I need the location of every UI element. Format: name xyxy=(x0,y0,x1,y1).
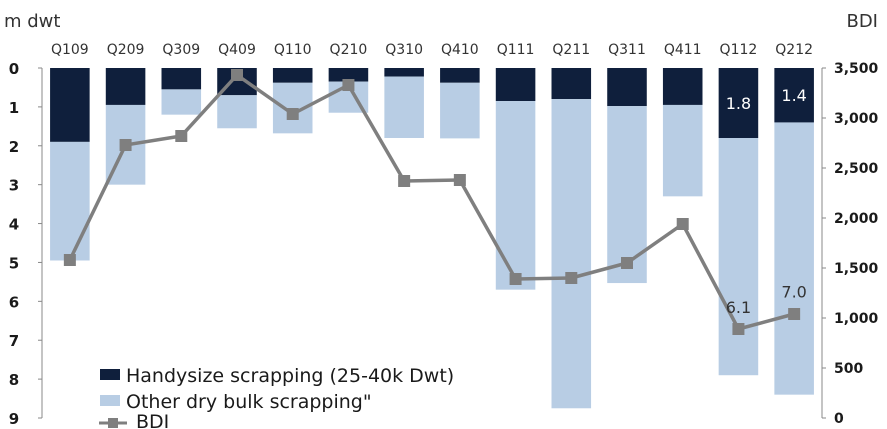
category-label: Q212 xyxy=(775,42,813,58)
bdi-point-Q211 xyxy=(565,272,578,284)
bar-other-Q111 xyxy=(495,101,536,290)
category-label: Q209 xyxy=(107,42,145,58)
category-label: Q309 xyxy=(162,42,200,58)
left-axis-tick-label: 7 xyxy=(9,332,19,350)
data-label: 1.8 xyxy=(726,94,751,113)
bar-other-Q310 xyxy=(384,76,424,138)
bar-handysize-Q410 xyxy=(440,68,480,83)
bar-handysize-Q111 xyxy=(495,68,536,102)
legend-label-handysize: Handysize scrapping (25-40k Dwt) xyxy=(126,365,454,387)
category-label: Q112 xyxy=(720,42,758,58)
legend-label-bdi: BDI xyxy=(136,411,169,429)
category-label: Q111 xyxy=(497,42,535,58)
bdi-point-Q309 xyxy=(175,130,188,142)
bar-other-Q109 xyxy=(50,141,90,261)
bar-other-Q212 xyxy=(774,122,814,395)
right-axis-tick-label: 1,000 xyxy=(834,311,879,327)
bar-handysize-Q112 xyxy=(718,68,759,138)
left-axis-tick-label: 5 xyxy=(9,254,19,272)
left-axis-tick-label: 6 xyxy=(9,293,19,311)
category-label: Q411 xyxy=(664,42,702,58)
category-label: Q410 xyxy=(441,42,479,58)
left-axis-tick-label: 1 xyxy=(9,99,19,117)
bar-handysize-Q109 xyxy=(50,68,90,142)
category-label: Q110 xyxy=(274,42,312,58)
bar-handysize-Q212 xyxy=(774,68,814,123)
bdi-point-Q210 xyxy=(342,79,355,91)
bar-handysize-Q311 xyxy=(607,68,647,107)
left-axis-tick-label: 2 xyxy=(9,138,19,156)
bdi-point-Q109 xyxy=(63,254,76,266)
legend-label-other: Other dry bulk scrapping" xyxy=(126,391,372,413)
category-label: Q409 xyxy=(218,42,256,58)
bdi-point-Q311 xyxy=(621,257,633,269)
right-axis-tick-label: 1,500 xyxy=(834,261,879,277)
bar-other-Q409 xyxy=(217,95,257,129)
data-label: 6.1 xyxy=(726,298,751,317)
bdi-point-Q111 xyxy=(509,273,522,285)
category-label: Q211 xyxy=(552,42,590,58)
bar-handysize-Q309 xyxy=(161,68,202,90)
category-label: Q109 xyxy=(51,42,89,58)
legend-swatch-other xyxy=(100,395,120,406)
left-axis-tick-label: 4 xyxy=(9,216,19,234)
category-label: Q310 xyxy=(385,42,423,58)
left-axis-tick-label: 0 xyxy=(9,60,19,78)
bar-other-Q311 xyxy=(607,106,647,284)
bar-handysize-Q211 xyxy=(551,68,592,100)
right-axis-tick-label: 2,500 xyxy=(834,161,879,177)
category-label: Q210 xyxy=(330,42,368,58)
left-axis-unit-label: m dwt xyxy=(4,11,60,32)
left-axis-tick-label: 9 xyxy=(9,410,19,428)
data-label: 1.4 xyxy=(781,86,806,105)
bdi-point-Q411 xyxy=(676,218,689,230)
bdi-point-Q110 xyxy=(286,108,299,120)
bdi-line xyxy=(68,73,795,331)
bar-other-Q410 xyxy=(440,82,480,139)
left-axis-tick-label: 8 xyxy=(9,371,19,389)
bar-handysize-Q310 xyxy=(384,68,424,77)
bdi-point-Q209 xyxy=(119,139,132,151)
right-axis-tick-label: 3,000 xyxy=(834,111,879,127)
left-axis-tick-label: 3 xyxy=(9,177,19,195)
bdi-point-Q410 xyxy=(453,174,466,186)
bar-other-Q211 xyxy=(551,99,592,409)
bar-other-Q309 xyxy=(161,89,202,115)
right-axis-tick-label: 3,500 xyxy=(834,61,879,77)
bdi-line-group xyxy=(63,69,801,335)
bdi-point-Q310 xyxy=(398,175,411,187)
bdi-point-Q112 xyxy=(732,323,745,335)
right-axis-tick-label: 500 xyxy=(834,361,863,377)
bdi-point-Q212 xyxy=(788,308,801,320)
bar-handysize-Q209 xyxy=(105,68,146,105)
bar-other-Q411 xyxy=(662,104,703,197)
legend: Handysize scrapping (25-40k Dwt) Other d… xyxy=(99,365,454,429)
right-axis-unit-label: BDI xyxy=(846,11,878,32)
right-axis-tick-label: 2,000 xyxy=(834,211,879,227)
legend-marker-bdi xyxy=(108,418,118,428)
bar-handysize-Q210 xyxy=(328,68,369,82)
category-label: Q311 xyxy=(608,42,646,58)
data-label: 7.0 xyxy=(781,283,806,302)
bars-group xyxy=(50,68,814,409)
data-labels-group: 1.8 1.4 6.1 7.0 xyxy=(726,86,807,317)
legend-swatch-handysize xyxy=(100,369,120,380)
bar-handysize-Q110 xyxy=(272,68,313,83)
bar-handysize-Q411 xyxy=(662,68,703,105)
bar-other-Q112 xyxy=(718,138,759,376)
axes-group: Q109 Q209 Q309 Q409 Q110 Q210 Q310 Q410 Q111 Q211… xyxy=(9,42,879,428)
right-axis-tick-label: 0 xyxy=(834,411,844,427)
bdi-point-Q409 xyxy=(231,69,243,81)
